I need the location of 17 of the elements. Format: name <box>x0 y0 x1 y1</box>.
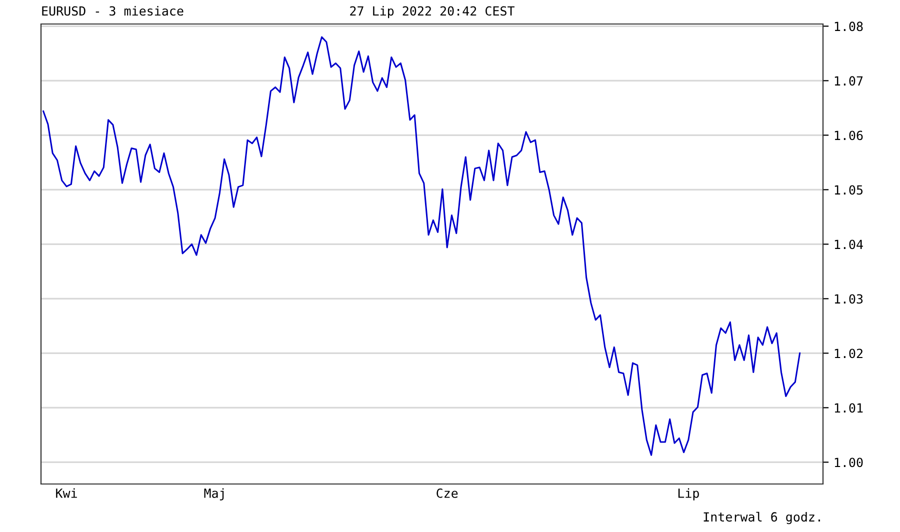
chart-title: EURUSD - 3 miesiace <box>42 6 184 16</box>
y-tick-label: 1.01 <box>834 403 863 413</box>
text: Interwal 6 godz. <box>704 512 820 524</box>
y-tick-label: 1.03 <box>834 294 863 304</box>
line-series <box>42 36 801 456</box>
chart-subtitle: 27 Lip 2022 20:42 CEST <box>350 6 514 18</box>
y-tick-label: 1.08 <box>834 22 863 32</box>
y-tick-label: 1.05 <box>834 185 863 195</box>
x-tick-label: Cze <box>436 488 458 498</box>
y-tick-label: 1.06 <box>834 130 863 140</box>
y-tick-label: 1.02 <box>834 348 862 358</box>
y-tick-label: 1.04 <box>834 240 863 250</box>
y-tick-label: 1.00 <box>834 458 863 468</box>
x-tick-label: Lip <box>678 488 699 500</box>
x-tick-label: Maj <box>204 488 224 500</box>
y-tick-label: 1.07 <box>834 76 863 86</box>
x-tick-label: Kwi <box>56 488 77 498</box>
